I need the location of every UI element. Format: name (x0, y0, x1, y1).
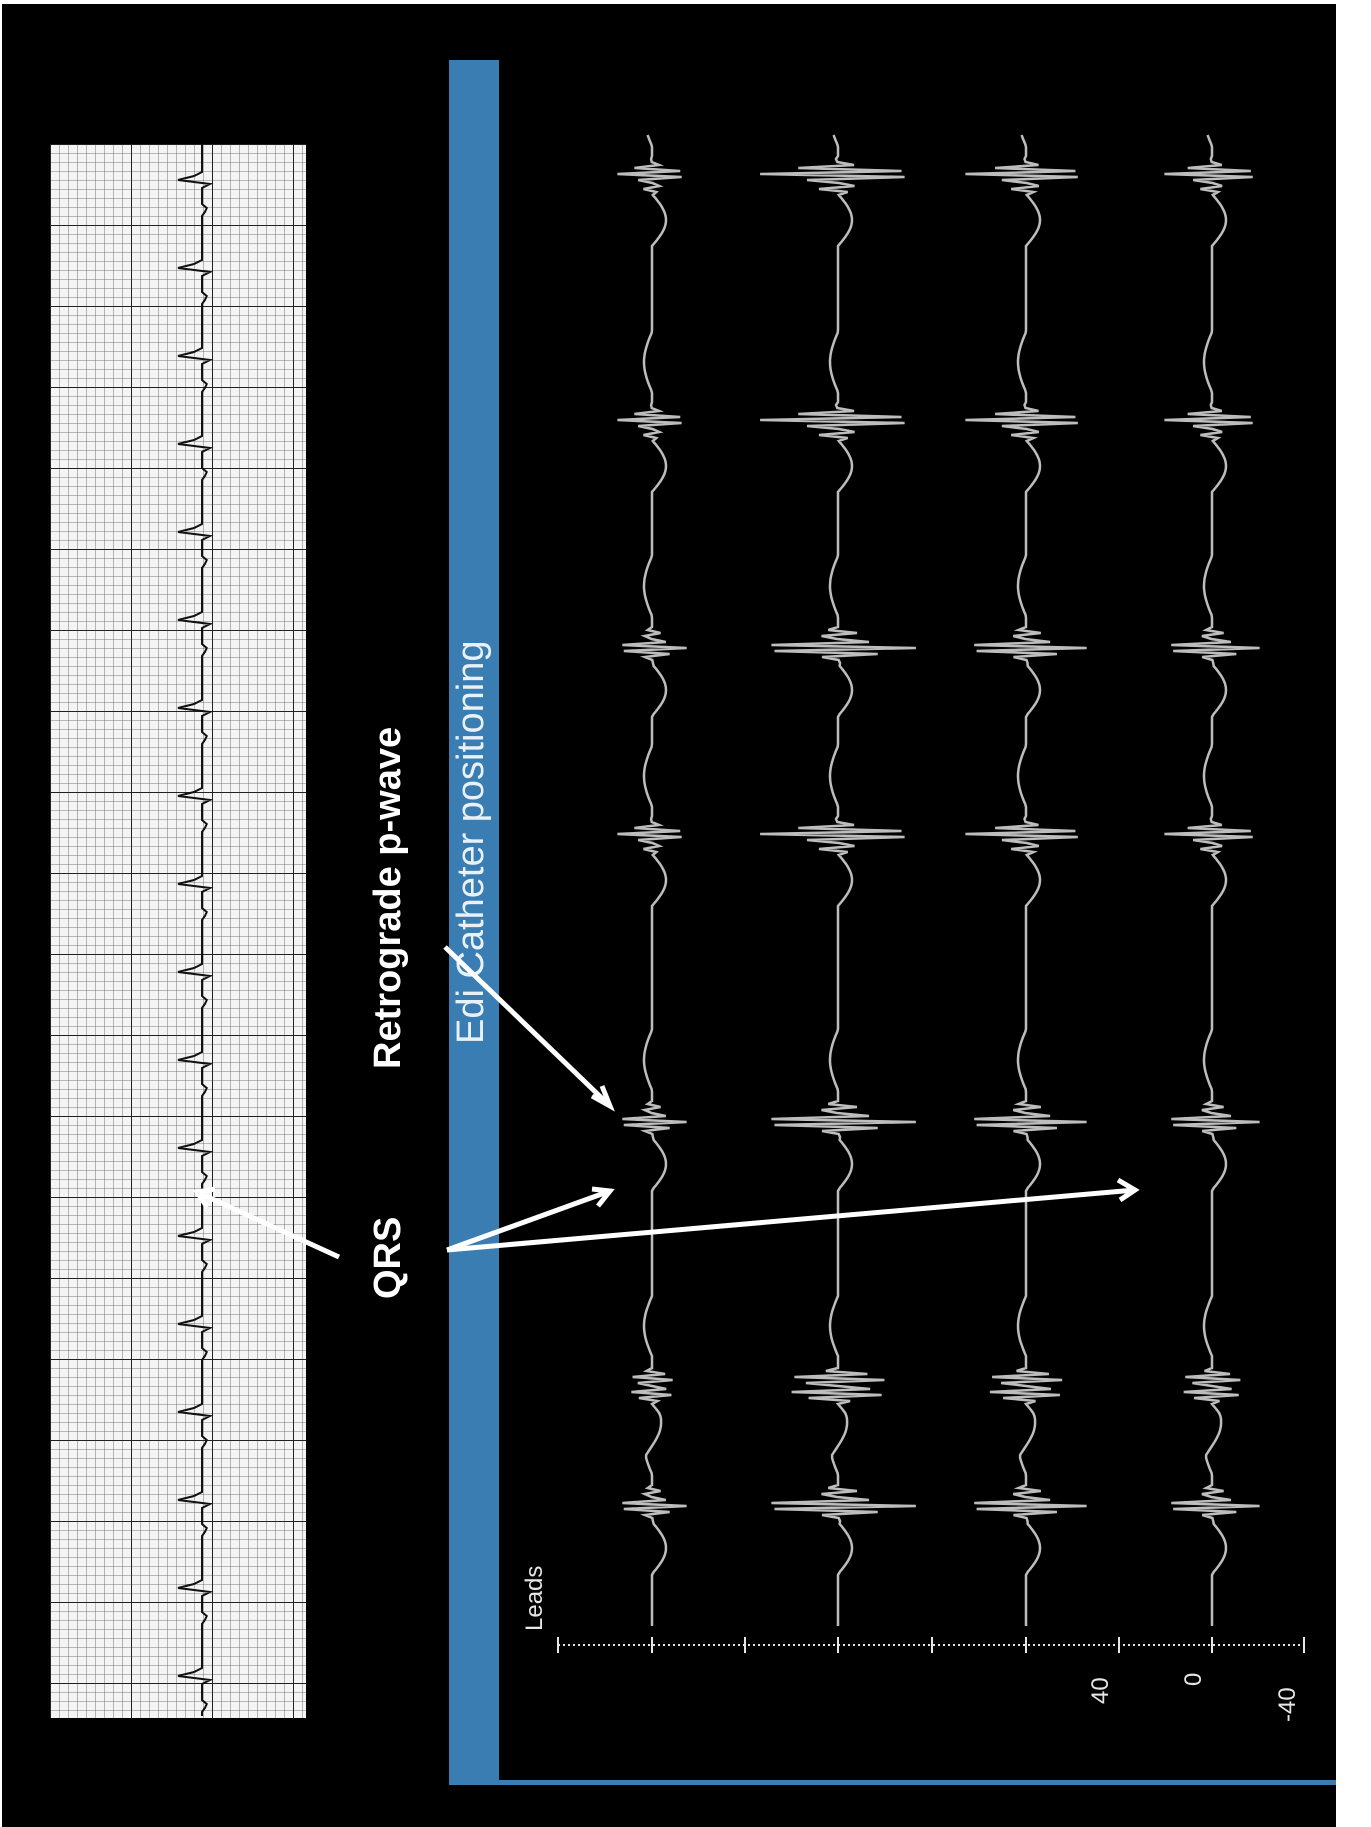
lead-trace-1 (617, 134, 687, 1626)
leads-label: Leads (521, 1565, 548, 1631)
lead-trace-4 (1164, 134, 1260, 1626)
qrs-arrow-lead1-head (591, 1186, 615, 1208)
annotation-arrows (192, 945, 1140, 1260)
title-bar (449, 60, 499, 1782)
leads-axis (557, 1637, 1305, 1653)
retrograde-p-wave-arrow (443, 945, 612, 1108)
qrs-arrow-strip (195, 1189, 341, 1260)
lead-trace-group (617, 134, 1260, 1626)
qrs-arrow-strip-head (192, 1186, 216, 1209)
figure-frame: Edi Catheter positioning Retrograde p-wa… (2, 4, 1336, 1827)
ecg-paper-strip (50, 144, 306, 1718)
leads-axis-ticks (557, 1637, 1305, 1653)
qrs-arrow-lead4 (446, 1187, 1136, 1253)
scale-label-40: 40 (1087, 1677, 1114, 1704)
lead-trace-3 (965, 134, 1087, 1626)
retrograde-p-wave-arrow-head (590, 1085, 615, 1112)
leads-traces (192, 134, 1305, 1653)
title-bar-baseline (449, 1780, 1336, 1785)
scale-label-minus-40: -40 (1274, 1687, 1301, 1722)
scale-label-0: 0 (1180, 1672, 1207, 1686)
qrs-arrow-lead1 (446, 1188, 611, 1253)
ecg-strip-trace (177, 144, 214, 1716)
lead-trace-2 (760, 134, 916, 1626)
qrs-arrow-lead4-head (1116, 1177, 1140, 1203)
